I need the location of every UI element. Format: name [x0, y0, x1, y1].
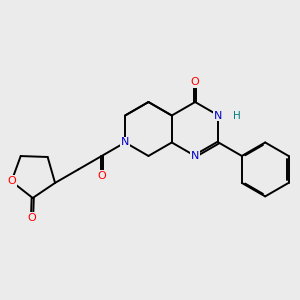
Text: H: H	[233, 110, 241, 121]
Text: N: N	[121, 137, 129, 148]
Text: O: O	[7, 176, 16, 186]
Text: N: N	[191, 151, 199, 161]
Text: O: O	[191, 77, 200, 87]
Text: N: N	[214, 110, 223, 121]
Text: O: O	[98, 171, 106, 181]
Text: O: O	[28, 213, 36, 223]
